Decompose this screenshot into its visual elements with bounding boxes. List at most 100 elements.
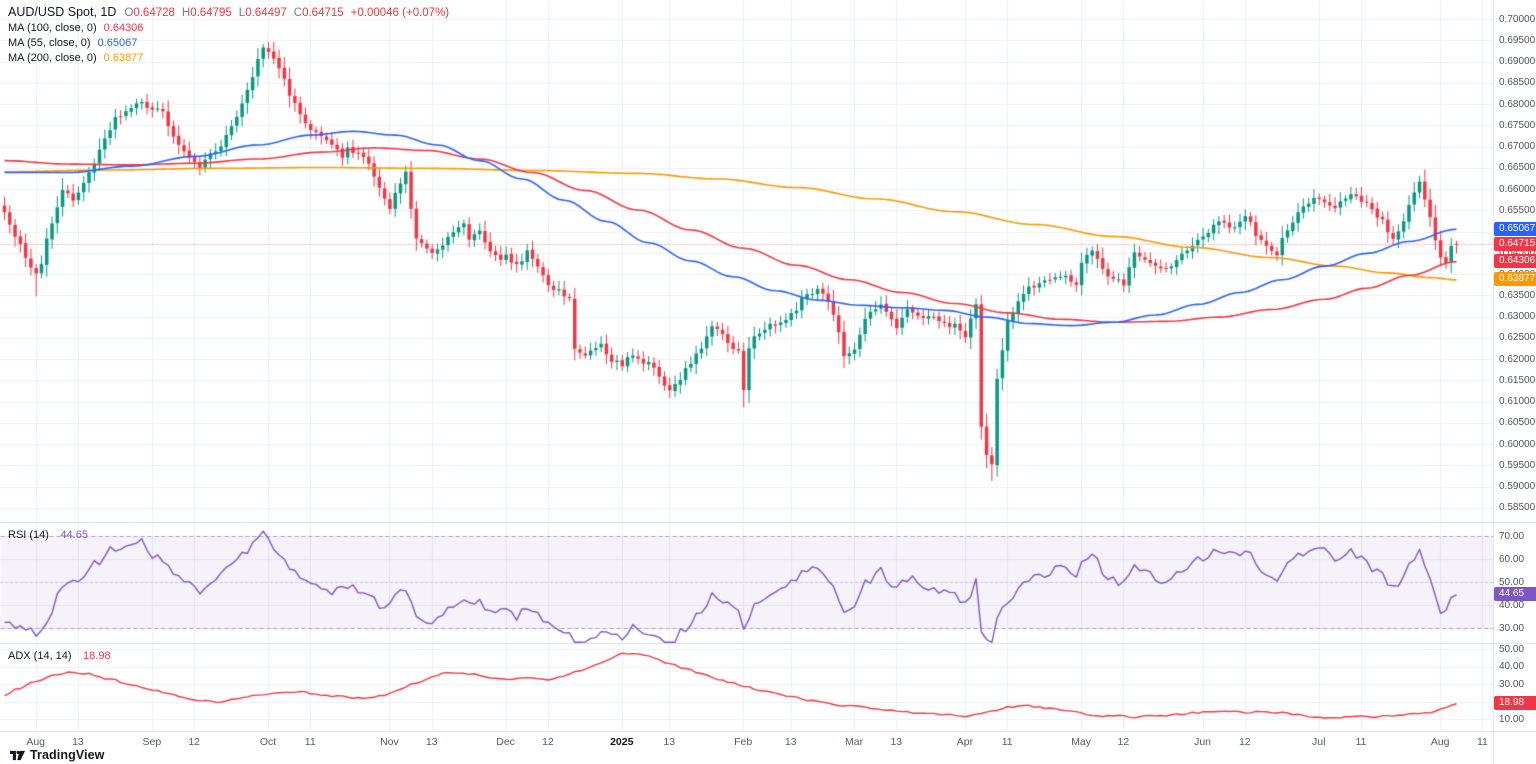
axis-tick-label: 0.62500 <box>1499 332 1536 344</box>
axis-tick-label: 10.00 <box>1499 713 1525 725</box>
price-axis-badge: 0.65067 <box>1494 221 1536 236</box>
time-axis-label: Aug <box>26 736 46 748</box>
time-axis-label: Sep <box>142 736 162 748</box>
chart-legend: AUD/USD Spot, 1D O 0.64728 H 0.64795 L 0… <box>8 5 449 66</box>
time-axis-label: Nov <box>380 736 399 748</box>
tradingview-logo-text: TradingView <box>30 748 105 762</box>
ohlc-high-label: H <box>181 7 191 19</box>
time-axis-label: 13 <box>784 736 797 748</box>
time-axis-label: Oct <box>259 736 277 748</box>
axis-tick-label: 50.00 <box>1499 576 1525 588</box>
time-axis-label: 13 <box>890 736 903 748</box>
axis-tick-label: 0.59000 <box>1499 481 1536 493</box>
time-axis-label: 11 <box>1355 736 1367 748</box>
ma55-value: 0.65067 <box>97 37 138 49</box>
axis-tick-label: 0.61500 <box>1499 374 1536 386</box>
axis-tick-label: 0.68500 <box>1499 77 1536 89</box>
axis-tick-label: 0.69000 <box>1499 56 1536 68</box>
price-axis-badge: 0.64306 <box>1494 254 1536 269</box>
rsi-pane[interactable] <box>0 522 1493 643</box>
time-axis-label: 12 <box>1117 736 1130 748</box>
axis-tick-label: 0.65500 <box>1499 204 1536 216</box>
axis-tick-label: 0.67500 <box>1499 119 1536 131</box>
symbol-title[interactable]: AUD/USD Spot, 1D <box>8 5 117 19</box>
axis-tick-label: 60.00 <box>1499 553 1525 565</box>
adx-value-badge: 18.98 <box>1494 696 1536 711</box>
time-axis-label: Apr <box>956 736 974 748</box>
rsi-value: 44.65 <box>60 529 88 541</box>
time-axis-label: Jul <box>1312 736 1326 748</box>
time-axis-label: Jun <box>1194 736 1212 748</box>
ma55-label: MA (55, close, 0) <box>8 37 91 49</box>
ohlc-low-label: L <box>238 7 246 19</box>
adx-label: ADX (14, 14) <box>8 650 72 662</box>
axis-tick-label: 0.67000 <box>1499 141 1536 153</box>
axis-tick-label: 0.66500 <box>1499 162 1536 174</box>
time-axis-label: 11 <box>1001 736 1013 748</box>
time-axis-label: 11 <box>304 736 316 748</box>
ohlc-open-label: O <box>124 7 134 19</box>
ohlc-high-value: 0.64795 <box>190 7 232 19</box>
axis-tick-label: 30.00 <box>1499 678 1525 690</box>
tradingview-logo-icon <box>10 750 25 760</box>
adx-value: 18.98 <box>83 650 111 662</box>
time-axis-label: May <box>1071 736 1092 748</box>
axis-tick-label: 0.66000 <box>1499 183 1536 195</box>
ohlc-low-value: 0.64497 <box>245 7 287 19</box>
ohlc-open-value: 0.64728 <box>133 7 175 19</box>
axis-tick-label: 30.00 <box>1499 622 1525 634</box>
time-axis-label: 13 <box>72 736 84 748</box>
symbol-legend-row[interactable]: AUD/USD Spot, 1D O 0.64728 H 0.64795 L 0… <box>8 5 449 20</box>
time-axis-label: 12 <box>541 736 554 748</box>
axis-tick-label: 0.70000 <box>1499 13 1536 25</box>
axis-tick-label: 40.00 <box>1499 599 1525 611</box>
axis-tick-label: 0.58500 <box>1499 502 1536 514</box>
time-axis-label: 12 <box>1238 736 1251 748</box>
time-axis-label: Mar <box>845 736 864 748</box>
ma100-label: MA (100, close, 0) <box>8 22 97 34</box>
adx-pane[interactable] <box>0 643 1493 731</box>
time-axis-label: Dec <box>496 736 515 748</box>
change-value: +0.00046 (+0.07%) <box>350 7 450 19</box>
ohlc-close-value: 0.64715 <box>302 7 344 19</box>
rsi-legend[interactable]: RSI (14) 44.65 <box>8 527 88 542</box>
axis-tick-label: 0.63500 <box>1499 289 1536 301</box>
tradingview-logo[interactable]: TradingView <box>10 748 105 762</box>
ma200-label: MA (200, close, 0) <box>8 52 97 64</box>
time-axis-label: 12 <box>188 736 200 748</box>
time-axis-label: Aug <box>1430 736 1450 748</box>
rsi-value-badge: 44.65 <box>1494 587 1536 602</box>
rsi-label: RSI (14) <box>8 529 49 541</box>
ma200-value: 0.63877 <box>103 52 144 64</box>
time-axis-label: 13 <box>425 736 438 748</box>
axis-tick-label: 0.62000 <box>1499 353 1536 365</box>
indicator-legend-ma55[interactable]: MA (55, close, 0) 0.65067 <box>8 36 449 50</box>
price-axis[interactable]: 0.70000 0.69500 0.69000 0.68500 0.68000 0.675… <box>1493 0 1536 764</box>
indicator-legend-ma200[interactable]: MA (200, close, 0) 0.63877 <box>8 51 449 65</box>
ma100-value: 0.64306 <box>103 22 144 34</box>
main-chart-pane[interactable] <box>0 0 1493 522</box>
axis-tick-label: 0.63000 <box>1499 311 1536 323</box>
axis-tick-label: 0.69500 <box>1499 34 1536 46</box>
axis-tick-label: 0.59500 <box>1499 459 1536 471</box>
price-axis-badge: 0.64715 <box>1494 236 1536 251</box>
axis-tick-label: 40.00 <box>1499 661 1525 672</box>
time-axis-label: Feb <box>734 736 753 748</box>
axis-tick-label: 50.00 <box>1499 643 1525 655</box>
indicator-legend-ma100[interactable]: MA (100, close, 0) 0.64306 <box>8 21 449 35</box>
axis-tick-label: 0.64500 <box>1499 247 1536 259</box>
adx-legend[interactable]: ADX (14, 14) 18.98 <box>8 648 111 663</box>
ohlc-close-label: C <box>293 7 303 19</box>
time-axis[interactable]: Aug 13 Sep 12 Oct 11 Nov 13 Dec 12 2025 13 Feb 13 Mar 1… <box>0 731 1493 751</box>
axis-tick-label: 0.61000 <box>1499 396 1536 408</box>
time-axis-label: 13 <box>663 736 676 748</box>
time-axis-label: 11 <box>1476 736 1488 748</box>
axis-tick-label: 0.68000 <box>1499 98 1536 110</box>
price-axis-badge: 0.63877 <box>1494 272 1536 287</box>
axis-tick-label: 0.60000 <box>1499 438 1536 450</box>
axis-tick-label: 70.00 <box>1499 530 1525 542</box>
axis-tick-label: 0.60500 <box>1499 417 1536 429</box>
time-axis-label: 2025 <box>610 736 634 748</box>
